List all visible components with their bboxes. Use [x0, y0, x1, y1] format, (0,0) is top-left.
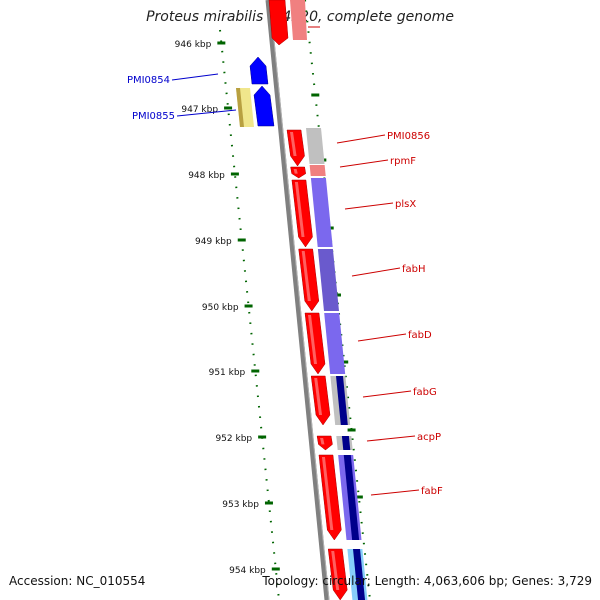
- gene-label-fabG: fabG: [413, 387, 437, 398]
- backbone-highlight: [269, 0, 330, 600]
- gene-label-fabD: fabD: [408, 330, 432, 341]
- cds-forward: [316, 435, 333, 451]
- cds-PMI0854: [249, 56, 269, 85]
- function-stripe: [353, 549, 366, 600]
- function-ring: [306, 128, 368, 600]
- gene-label-PMI0856: PMI0856: [387, 131, 430, 142]
- forward-strand-features: [286, 129, 348, 600]
- cds-forward-shine: [301, 251, 311, 301]
- top-partial-features: [268, 0, 320, 46]
- leader-acpP: [366, 435, 416, 442]
- leader-fabD: [357, 333, 407, 342]
- gene-label-rpmF: rpmF: [390, 156, 416, 167]
- cds-forward: [304, 312, 326, 375]
- leader-PMI0855: [176, 109, 237, 117]
- reverse-strand-features: [236, 56, 275, 127]
- cds-forward: [298, 248, 320, 312]
- leader-PMI0856: [336, 134, 386, 144]
- cds-forward-shine: [314, 378, 323, 415]
- leader-fabF: [370, 489, 420, 496]
- label-leaders: [171, 73, 420, 496]
- cds-forward: [310, 375, 331, 426]
- tick-label: 952 kbp: [215, 434, 252, 444]
- function-block: [317, 249, 339, 311]
- leader-plsX: [344, 202, 394, 210]
- inner-dotted-ring: [219, 29, 280, 600]
- tick-label: 950 kbp: [202, 303, 239, 313]
- cds-forward-partial-top-2: [290, 0, 307, 40]
- tick-label: 948 kbp: [188, 171, 225, 181]
- gene-label-fabH: fabH: [402, 264, 426, 275]
- accession-text: Accession: NC_010554: [9, 574, 146, 588]
- tick-label: 951 kbp: [209, 368, 246, 378]
- function-block: [309, 165, 326, 176]
- function-stripe: [336, 376, 348, 425]
- cds-forward-shine: [321, 457, 334, 530]
- cds-forward-shine: [290, 132, 297, 156]
- cds-forward-shine: [293, 169, 298, 174]
- cds-forward: [286, 129, 305, 167]
- function-stripe: [343, 455, 360, 540]
- gene-label-acpP: acpP: [417, 432, 441, 443]
- function-stripe: [341, 436, 351, 450]
- cds-PMI0855: [253, 85, 275, 127]
- tick-label: 954 kbp: [229, 566, 266, 576]
- tick-label: 947 kbp: [181, 105, 218, 115]
- leader-rpmF: [339, 159, 389, 168]
- gene-label-plsX: plsX: [395, 199, 416, 210]
- scale-ticks: 946 kbp 947 kbp 948 kbp 949 kbp 950 kbp 951 k…: [175, 40, 280, 576]
- gene-labels: PMI0856 rpmF plsX fabH fabD fabG acpP fabF PMI08…: [127, 75, 443, 497]
- cog-PMI0855-edge: [236, 88, 244, 127]
- topology-text: Topology: circular; Length: 4,063,606 bp…: [262, 574, 592, 588]
- leader-fabG: [362, 390, 412, 398]
- cds-forward-shine: [331, 551, 340, 590]
- cds-forward-partial-top: [268, 0, 289, 46]
- cds-forward: [290, 166, 306, 179]
- function-block: [310, 178, 333, 247]
- leader-fabH: [351, 267, 401, 277]
- cds-forward-shine: [294, 182, 305, 237]
- cds-forward-shine: [307, 315, 317, 364]
- tick-label: 953 kbp: [222, 500, 259, 510]
- function-block: [306, 128, 325, 164]
- gene-label-PMI0855: PMI0855: [132, 111, 175, 122]
- cds-forward-shine: [320, 438, 325, 445]
- tick-label: 946 kbp: [175, 40, 212, 50]
- gene-label-PMI0854: PMI0854: [127, 75, 170, 86]
- backbone-line: [265, 0, 330, 600]
- leader-PMI0854: [171, 73, 219, 81]
- function-block: [324, 313, 346, 374]
- tick-label: 949 kbp: [195, 237, 232, 247]
- gene-label-fabF: fabF: [421, 486, 443, 497]
